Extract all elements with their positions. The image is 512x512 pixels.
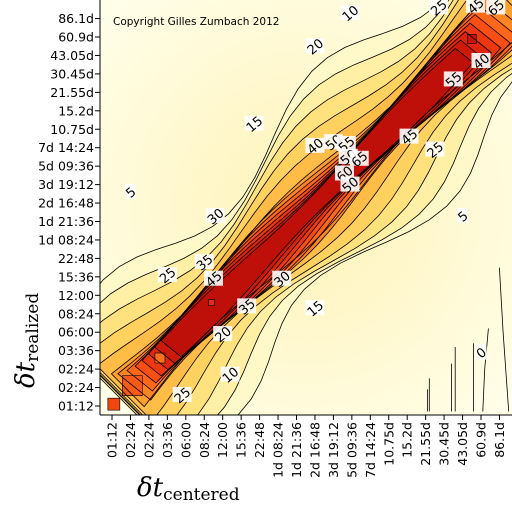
contour-label: 25 (172, 385, 194, 407)
x-tick-label: 12:00 (215, 422, 230, 458)
y-tick-label: 06:00 (58, 325, 94, 340)
contour-label: 15 (305, 298, 327, 320)
y-tick-label: 60.9d (58, 30, 94, 45)
x-tick-label: 7d 14:24 (363, 422, 378, 478)
contour-label: 35 (194, 252, 216, 274)
y-tick-label: 01:12 (58, 399, 94, 414)
x-tick-label: 06:00 (178, 422, 193, 458)
contour-label: 20 (213, 324, 235, 346)
hotspot-marker (107, 397, 121, 411)
x-tick-label: 60.9d (474, 422, 489, 458)
y-tick-label: 02:24 (58, 362, 94, 377)
contour-label: 45 (399, 127, 421, 149)
y-tick-label: 15:36 (58, 269, 94, 284)
contour-line (100, 0, 512, 415)
x-tick-label: 08:24 (197, 422, 212, 458)
y-tick-label: 10.75d (50, 122, 94, 137)
contour-line (100, 0, 512, 415)
color-bands (100, 0, 512, 415)
contour-label: 45 (203, 269, 225, 291)
contour-label: 25 (425, 140, 447, 162)
y-tick-label: 7d 14:24 (38, 140, 94, 155)
contour-label: 30 (205, 206, 227, 228)
svg-text:δtrealized: δtrealized (11, 293, 43, 388)
contour-line (126, 5, 512, 392)
hotspot-marker (466, 34, 477, 44)
contour-label: 5 (456, 207, 472, 226)
y-tick-label: 08:24 (58, 306, 94, 321)
y-tick-label: 22:48 (58, 251, 94, 266)
x-tick-label: 02:24 (141, 422, 156, 458)
x-tick-label: 43.05d (455, 422, 470, 466)
x-axis-title-subscript: centered (163, 485, 240, 505)
contour-label: 65 (349, 149, 371, 171)
x-axis-title: δtcentered (137, 473, 240, 505)
x-tick-label: 22:48 (252, 422, 267, 458)
x-tick-label: 86.1d (492, 422, 507, 458)
x-axis: 01:12 02:24 02:24 03:36 06:00 08:24 12:00 15:36… (105, 415, 507, 478)
contour-label: 10 (340, 3, 362, 25)
color-band (161, 48, 473, 357)
y-tick-label: 03:36 (58, 343, 94, 358)
y-axis: 01:12 02:24 02:24 03:36 06:00 08:24 12:00 15:36… (38, 11, 100, 414)
contour-label: 0 (474, 344, 490, 362)
y-tick-label: 21.55d (50, 85, 94, 100)
x-tick-label: 30.45d (437, 422, 452, 466)
contour-line (482, 328, 489, 412)
svg-text:δtcentered: δtcentered (137, 473, 240, 505)
y-tick-label: 30.45d (50, 66, 94, 81)
contour-label: 20 (305, 36, 327, 58)
contour-label: 10 (220, 365, 242, 387)
x-tick-label: 03:36 (160, 422, 175, 458)
plot-frame (99, 0, 512, 416)
y-tick-label: 12:00 (58, 288, 94, 303)
x-tick-label: 15.2d (400, 422, 415, 458)
contour-line (499, 267, 510, 412)
x-tick-label: 02:24 (123, 422, 138, 458)
y-tick-label: 2d 16:48 (38, 196, 94, 211)
x-tick-label: 2d 16:48 (307, 422, 322, 478)
y-tick-label: 15.2d (58, 103, 94, 118)
y-tick-label: 1d 08:24 (38, 232, 94, 247)
x-tick-label: 5d 09:36 (344, 422, 359, 478)
x-axis-title-symbol: δt (137, 473, 164, 503)
contour-label: 15 (244, 114, 266, 136)
contour-label: 40 (305, 136, 327, 158)
y-axis-title-subscript: realized (23, 293, 43, 362)
contour-line (147, 31, 492, 371)
contour-label: 55 (443, 70, 465, 92)
x-tick-label: 01:12 (105, 422, 120, 458)
contour-label: 5 (123, 183, 139, 202)
x-tick-label: 21.55d (418, 422, 433, 466)
y-axis-title: δtrealized (11, 293, 43, 388)
contour-label: 25 (157, 265, 179, 287)
contour-label: 30 (272, 269, 294, 291)
contour-label: 40 (471, 51, 493, 73)
y-tick-label: 43.05d (50, 48, 94, 63)
contour-line (100, 0, 512, 415)
contour-label: 35 (236, 296, 258, 318)
y-tick-label: 3d 19:12 (38, 177, 94, 192)
y-tick-label: 86.1d (58, 11, 94, 26)
x-tick-label: 10.75d (381, 422, 396, 466)
x-tick-label: 3d 19:12 (326, 422, 341, 478)
y-tick-label: 02:24 (58, 380, 94, 395)
contour-label: 50 (340, 175, 362, 197)
y-tick-label: 1d 21:36 (38, 214, 94, 229)
x-tick-label: 15:36 (234, 422, 249, 458)
y-axis-title-symbol: δt (11, 361, 41, 388)
x-tick-label: 1d 21:36 (289, 422, 304, 478)
extra-contours (427, 267, 510, 412)
copyright-text: Copyright Gilles Zumbach 2012 (113, 16, 279, 28)
y-tick-label: 5d 09:36 (38, 159, 94, 174)
x-tick-label: 1d 08:24 (271, 422, 286, 478)
hotspot-marker (208, 299, 215, 306)
contour-line (100, 0, 512, 415)
